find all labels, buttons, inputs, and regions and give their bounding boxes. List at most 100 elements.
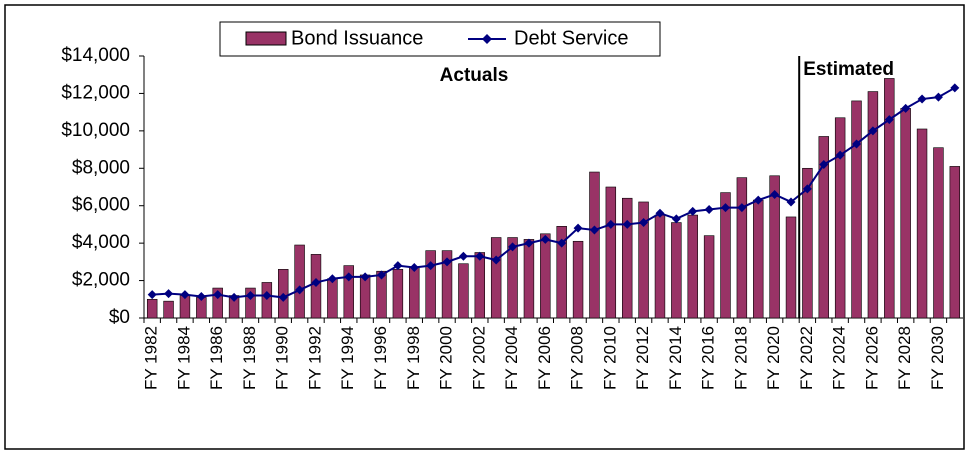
bar — [933, 147, 944, 319]
bar — [638, 201, 649, 319]
bar — [687, 214, 698, 319]
marker — [901, 103, 911, 113]
bar — [621, 197, 633, 319]
bar — [556, 226, 567, 319]
y-tick-label: $14,000 — [61, 45, 130, 66]
bar — [507, 237, 518, 319]
marker — [688, 206, 698, 216]
bar — [671, 222, 682, 319]
marker — [606, 219, 616, 229]
x-tick-label: FY 2022 — [797, 326, 816, 390]
x-tick-label: FY 2006 — [535, 326, 554, 390]
bar — [212, 287, 223, 319]
bar — [605, 186, 617, 319]
annotation: Actuals — [440, 65, 509, 86]
marker — [917, 94, 927, 104]
bar — [769, 175, 780, 319]
marker — [622, 219, 632, 229]
x-tick-label: FY 2008 — [568, 326, 587, 390]
bar — [163, 300, 174, 319]
marker — [458, 251, 468, 261]
y-tick-label: $0 — [109, 307, 130, 328]
bar — [867, 91, 879, 319]
marker — [180, 290, 190, 300]
x-tick-label: FY 2010 — [600, 326, 619, 390]
bar — [523, 239, 535, 319]
x-tick-label: FY 1990 — [273, 326, 292, 390]
x-tick-label: FY 2030 — [928, 326, 947, 390]
bar — [818, 136, 829, 319]
marker — [164, 289, 174, 299]
x-tick-label: FY 1988 — [240, 326, 259, 390]
bar — [425, 250, 436, 319]
marker — [589, 225, 599, 235]
x-tick-label: FY 1992 — [305, 326, 324, 390]
bar — [490, 237, 502, 319]
marker — [655, 208, 665, 218]
marker — [671, 214, 681, 224]
x-tick-label: FY 2016 — [699, 326, 718, 390]
legend-marker — [482, 34, 492, 44]
marker — [868, 126, 878, 136]
bar — [343, 265, 354, 319]
bar — [589, 171, 600, 319]
legend — [219, 21, 661, 57]
marker — [802, 184, 812, 194]
marker — [311, 277, 321, 287]
bar — [720, 192, 731, 319]
marker — [770, 189, 780, 199]
y-tick-label: $10,000 — [61, 120, 130, 141]
legend-label: Bond Issuance — [291, 27, 423, 49]
bar — [834, 117, 846, 319]
bar — [392, 269, 404, 319]
marker — [360, 272, 370, 282]
marker — [393, 261, 403, 271]
marker — [409, 262, 419, 272]
x-tick-label: FY 2002 — [469, 326, 488, 390]
bar — [409, 267, 420, 319]
x-tick-label: FY 2018 — [731, 326, 750, 390]
x-tick-label: FY 1986 — [207, 326, 226, 390]
x-tick-label: FY 2028 — [895, 326, 914, 390]
y-tick-label: $4,000 — [72, 232, 130, 253]
bar — [753, 199, 764, 319]
x-tick-label: FY 2012 — [633, 326, 652, 390]
marker — [704, 204, 714, 214]
marker — [852, 139, 862, 149]
bar — [146, 298, 158, 319]
marker — [147, 290, 157, 300]
x-tick-label: FY 1994 — [338, 326, 357, 390]
bar — [245, 287, 256, 319]
marker — [573, 223, 583, 233]
bar — [261, 282, 273, 319]
bar — [851, 100, 862, 319]
annotation: Estimated — [803, 59, 894, 80]
marker — [295, 285, 305, 295]
bar — [474, 252, 486, 319]
bar — [949, 166, 961, 319]
marker — [720, 203, 730, 213]
bar — [294, 244, 305, 319]
bar — [654, 214, 666, 319]
marker — [213, 290, 223, 300]
legend-label: Debt Service — [514, 27, 629, 49]
marker — [491, 255, 501, 265]
bar — [785, 216, 797, 319]
bar — [572, 240, 584, 319]
y-tick-label: $6,000 — [72, 195, 130, 216]
bar — [441, 250, 453, 319]
marker — [786, 197, 796, 207]
marker — [442, 257, 452, 267]
marker — [278, 292, 288, 302]
marker — [639, 218, 649, 228]
marker — [475, 251, 485, 261]
marker — [344, 272, 354, 282]
marker — [835, 150, 845, 160]
bar — [802, 167, 813, 319]
x-tick-label: FY 1984 — [174, 326, 193, 390]
x-tick-label: FY 2024 — [830, 326, 849, 390]
marker — [196, 291, 206, 301]
bar — [916, 128, 928, 319]
x-tick-label: FY 2026 — [862, 326, 881, 390]
marker — [884, 115, 894, 125]
